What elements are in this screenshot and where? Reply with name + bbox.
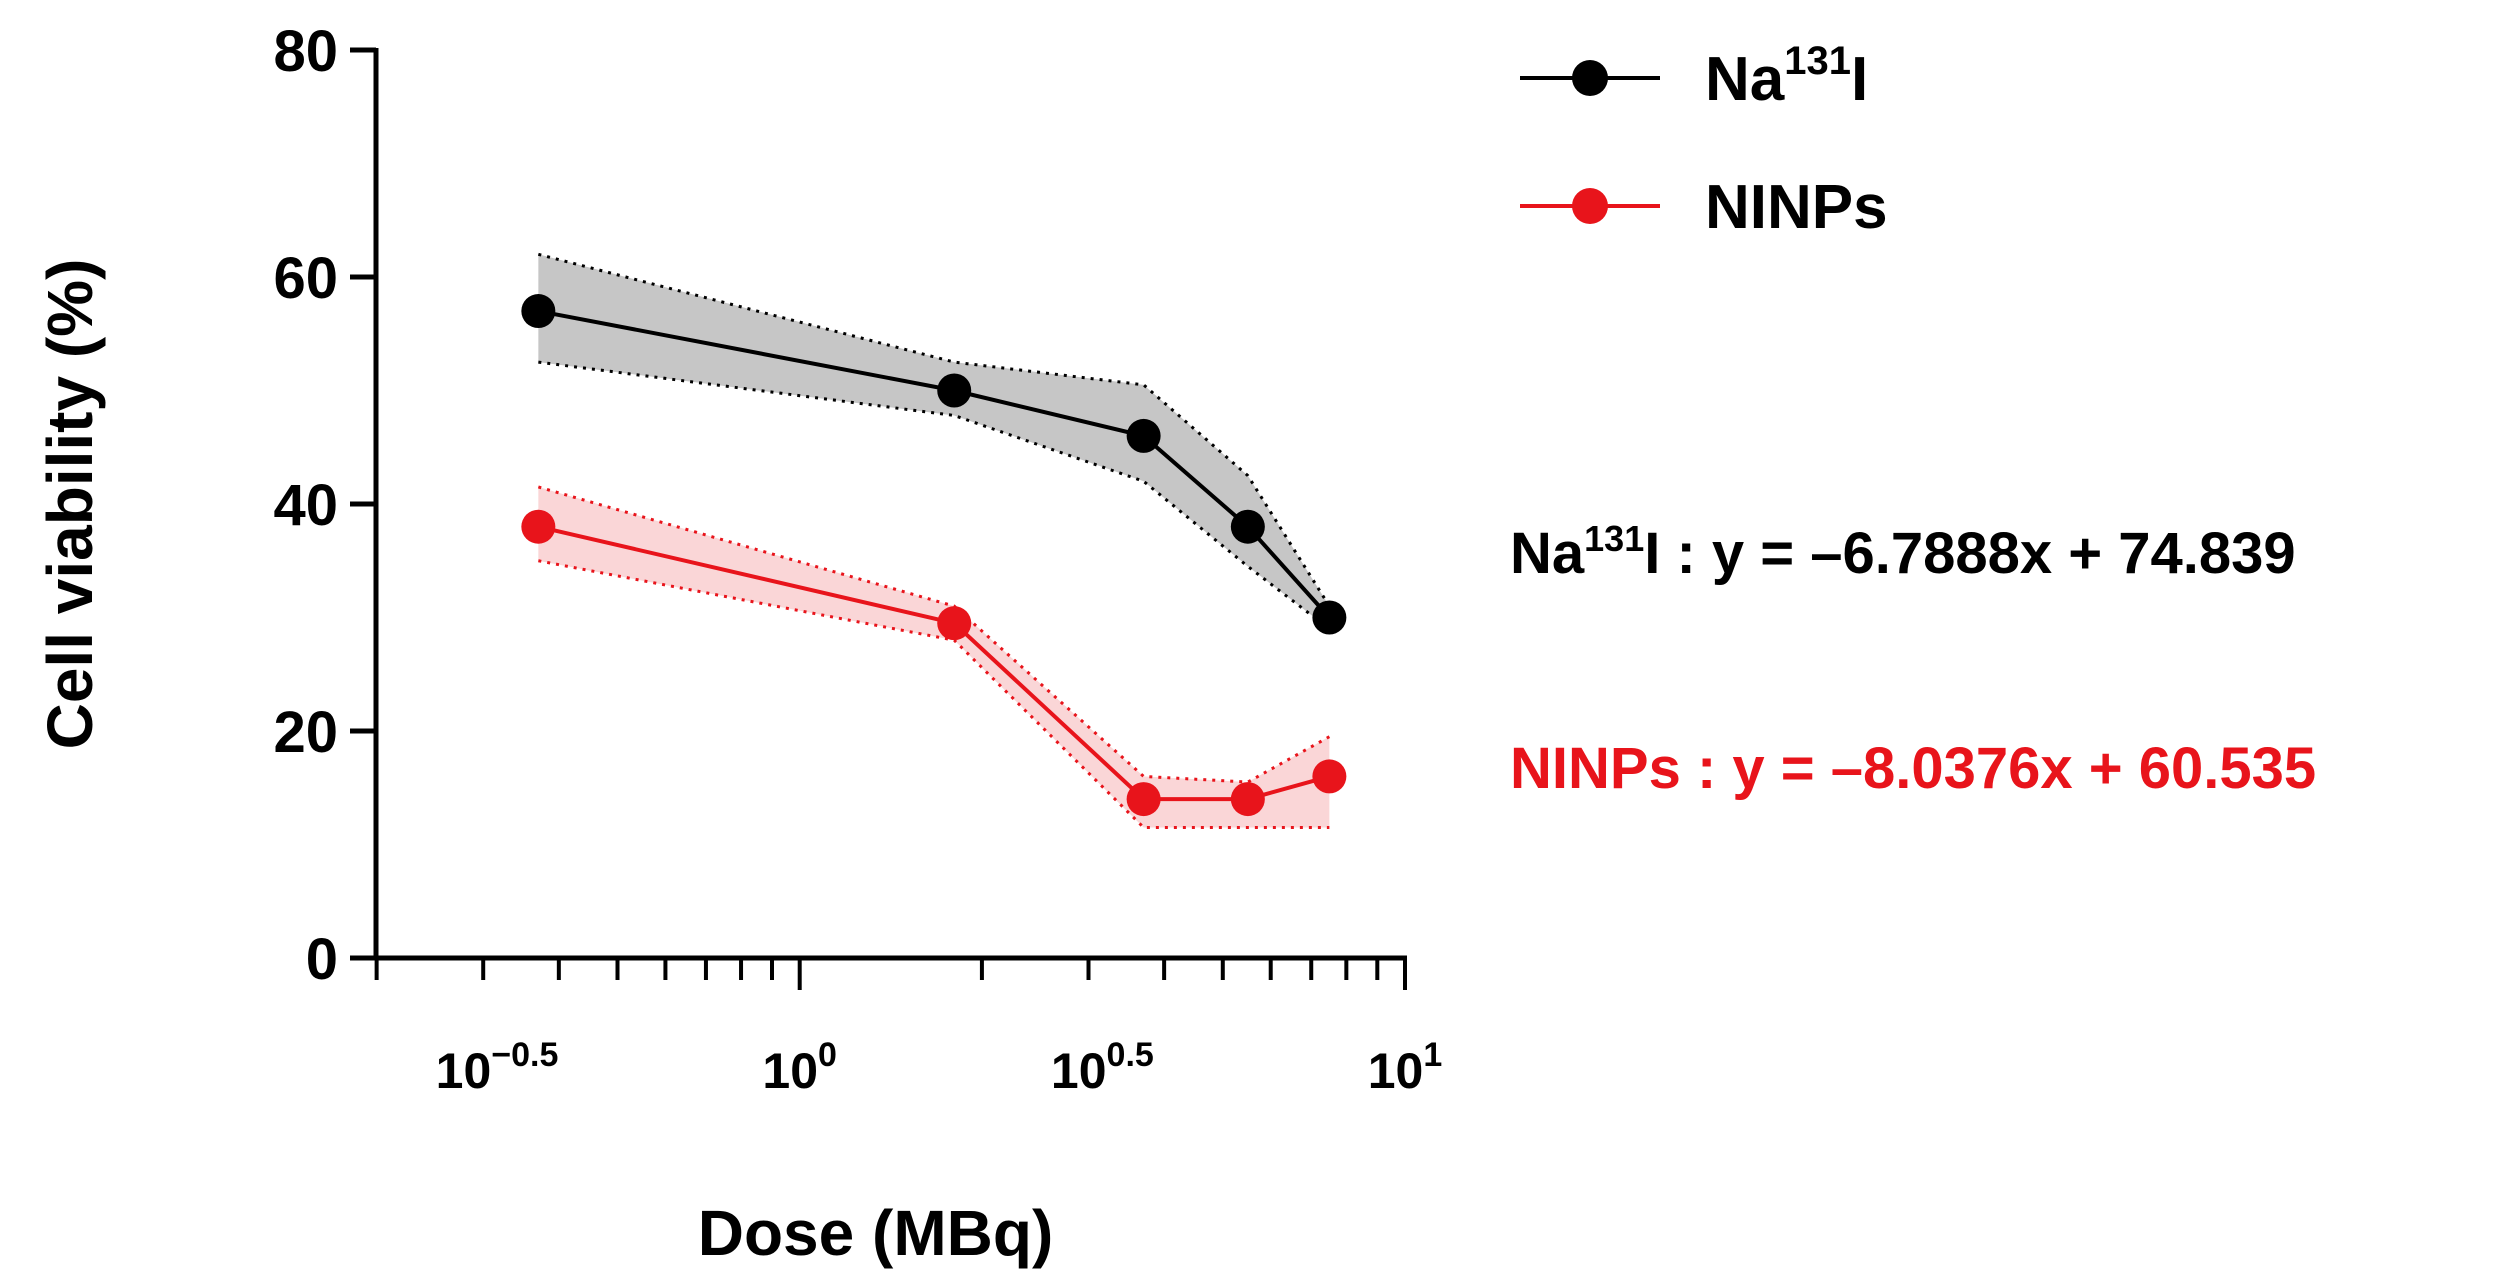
data-point-ninps: [937, 606, 972, 641]
x-tick-label: 101: [1368, 1036, 1443, 1099]
equation-text: : y = –8.0376x + 60.535: [1680, 736, 2317, 801]
data-point-na131i: [937, 373, 972, 408]
data-point-na131i: [1230, 509, 1265, 544]
y-axis-title: Cell viability (%): [34, 259, 106, 750]
x-tick-label: 100.5: [1051, 1036, 1154, 1099]
data-point-na131i: [1312, 600, 1347, 635]
y-tick-label: 0: [306, 927, 338, 992]
lower-bound-ninps: [538, 559, 1330, 829]
x-tick-label: 10−0.5: [436, 1036, 559, 1099]
data-point-na131i: [1126, 418, 1161, 453]
legend-marker: [1572, 60, 1608, 96]
x-tick-label: 100: [762, 1036, 837, 1099]
y-tick-label: 20: [273, 700, 338, 765]
legend-label: Na131I: [1705, 39, 1868, 114]
equation-na131i: Na131I : y = –6.7888x + 74.839: [1510, 518, 2296, 587]
data-point-na131i: [521, 294, 556, 329]
legend-marker: [1572, 188, 1608, 224]
legend-entry-na131i: Na131I: [1520, 39, 1868, 114]
legend-entry-ninps: NINPs: [1520, 173, 1888, 242]
series-ninps: [521, 485, 1347, 829]
equation-ninps: NINPs : y = –8.0376x + 60.535: [1510, 735, 2316, 802]
equation-prefix: Na: [1510, 521, 1585, 586]
y-tick-label: 60: [273, 246, 338, 311]
data-point-ninps: [1126, 782, 1161, 817]
equation-prefix: NINPs: [1510, 736, 1681, 801]
equation-text: I : y = –6.7888x + 74.839: [1644, 521, 2296, 586]
y-tick-label: 80: [273, 19, 338, 84]
lower-bound-na131i: [538, 360, 1331, 631]
data-point-ninps: [1230, 782, 1265, 817]
data-point-ninps: [1312, 759, 1347, 794]
upper-bound-ninps: [537, 485, 1331, 784]
y-tick-label: 40: [273, 473, 338, 538]
legend-label: NINPs: [1705, 173, 1888, 242]
equation-superscript: 131: [1584, 518, 1645, 559]
x-axis-title: Dose (MBq): [698, 1197, 1054, 1269]
confidence-band-ninps: [538, 486, 1330, 828]
series-na131i: [521, 252, 1347, 635]
data-point-ninps: [521, 509, 556, 544]
